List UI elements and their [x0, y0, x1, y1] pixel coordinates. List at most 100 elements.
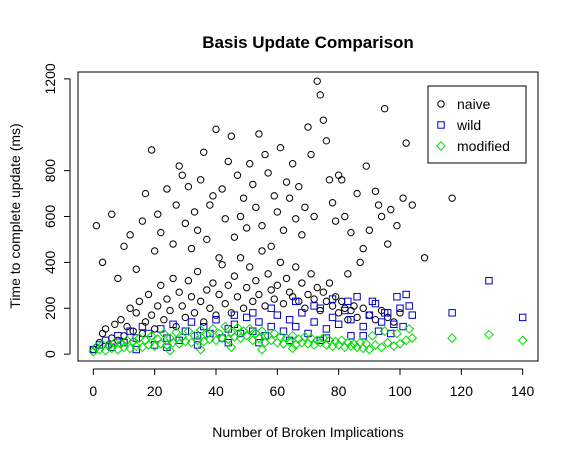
naive-point	[224, 157, 232, 166]
wild-point	[310, 302, 318, 310]
wild-point	[285, 316, 294, 324]
legend-marker-naive	[437, 100, 445, 108]
naive-point	[292, 263, 300, 271]
wild-point	[255, 318, 263, 326]
wild-point	[242, 313, 251, 322]
naive-point	[111, 320, 119, 329]
naive-point	[307, 270, 315, 278]
modified-point	[333, 340, 344, 350]
modified-point	[407, 333, 418, 343]
naive-point	[298, 231, 306, 239]
naive-point	[196, 297, 205, 306]
wild-point	[344, 297, 352, 306]
naive-point	[230, 233, 239, 241]
modified-point	[392, 328, 402, 339]
naive-point	[390, 318, 398, 326]
naive-point	[252, 277, 260, 285]
legend-marker-modified	[436, 141, 446, 151]
naive-point	[160, 316, 168, 324]
naive-point	[276, 258, 285, 267]
naive-point	[209, 279, 217, 287]
naive-point	[157, 281, 165, 290]
modified-point	[143, 340, 154, 350]
naive-point	[236, 254, 245, 262]
naive-point	[264, 270, 272, 278]
naive-point	[221, 215, 229, 223]
naive-point	[218, 185, 226, 193]
naive-point	[163, 295, 171, 303]
naive-point	[249, 180, 257, 189]
naive-point	[319, 116, 328, 124]
wild-point	[285, 336, 294, 345]
naive-point	[276, 143, 285, 152]
naive-point	[150, 325, 159, 333]
naive-point	[331, 217, 340, 225]
naive-point	[282, 274, 291, 283]
naive-point	[365, 311, 374, 319]
naive-point	[206, 304, 214, 312]
naive-point	[304, 123, 312, 131]
naive-point	[270, 192, 278, 200]
naive-point	[193, 226, 202, 234]
naive-point	[233, 171, 242, 179]
naive-point	[239, 194, 248, 202]
naive-point	[215, 254, 223, 262]
modified-point	[146, 330, 157, 341]
x-axis-label: Number of Broken Implications	[212, 424, 403, 440]
wild-point	[298, 309, 306, 317]
modified-point	[214, 328, 224, 339]
naive-point	[252, 203, 260, 212]
wild-point	[390, 320, 398, 329]
naive-point	[261, 302, 269, 310]
wild-point	[169, 320, 177, 329]
naive-point	[92, 221, 101, 230]
naive-point	[334, 171, 343, 179]
modified-point	[275, 332, 286, 342]
modified-point	[300, 332, 310, 342]
wild-point	[377, 318, 386, 326]
wild-point	[359, 322, 367, 331]
naive-point	[353, 189, 361, 198]
x-tick-label: 100	[388, 383, 412, 399]
modified-point	[517, 335, 528, 346]
legend: naive wild modified	[427, 85, 527, 164]
modified-point	[229, 332, 240, 342]
modified-point	[155, 338, 166, 349]
wild-point	[328, 295, 337, 303]
wild-point	[399, 322, 407, 331]
naive-point	[138, 329, 147, 338]
naive-point	[374, 201, 383, 209]
modified-point	[346, 341, 356, 351]
chart-title: Basis Update Comparison	[202, 33, 414, 52]
naive-point	[132, 265, 140, 273]
wild-point	[387, 329, 395, 338]
naive-point	[230, 272, 239, 280]
naive-point	[166, 306, 174, 315]
modified-point	[208, 323, 218, 334]
naive-point	[108, 210, 116, 218]
wild-point	[341, 306, 349, 315]
naive-point	[325, 279, 334, 287]
naive-point	[200, 318, 208, 326]
naive-point	[270, 295, 278, 303]
naive-point	[341, 212, 349, 221]
wild-point	[144, 329, 153, 338]
naive-point	[138, 217, 147, 225]
modified-point	[128, 336, 139, 347]
naive-point	[203, 286, 211, 294]
wild-point	[267, 322, 275, 331]
naive-point	[316, 91, 324, 99]
naive-point	[154, 210, 162, 218]
y-tick-label: 200	[42, 296, 58, 320]
naive-point	[279, 226, 288, 234]
naive-point	[184, 277, 193, 285]
modified-point	[404, 323, 415, 334]
naive-point	[310, 212, 318, 221]
y-tick-label: 600	[42, 205, 58, 229]
naive-point	[353, 313, 361, 322]
modified-point	[192, 335, 203, 346]
plot-frame	[77, 71, 539, 362]
naive-point	[279, 299, 288, 308]
naive-point	[196, 176, 205, 184]
x-axis: 0 20 40 60 80 100 120 140	[89, 368, 535, 399]
